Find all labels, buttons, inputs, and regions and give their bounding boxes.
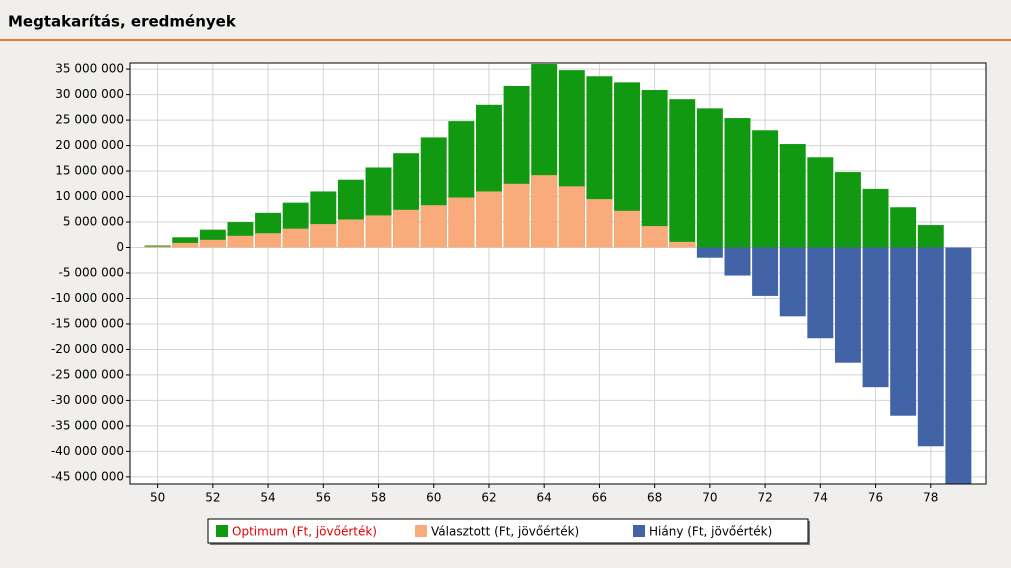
x-tick-label: 52 [205, 491, 220, 505]
bar [393, 209, 420, 248]
x-tick-label: 78 [923, 491, 938, 505]
bar [337, 219, 364, 248]
legend-swatch [415, 525, 427, 537]
y-tick-label: 35 000 000 [55, 62, 124, 76]
bar [862, 247, 889, 388]
bar [531, 175, 558, 248]
bar [945, 247, 972, 484]
legend-label: Hiány (Ft, jövőérték) [649, 525, 772, 539]
y-tick-label: 15 000 000 [55, 164, 124, 178]
y-tick-label: -35 000 000 [51, 418, 124, 432]
bar [448, 197, 475, 248]
bar [724, 118, 751, 248]
bar [199, 239, 226, 248]
x-tick-label: 50 [150, 491, 165, 505]
y-tick-label: -5 000 000 [59, 265, 124, 279]
y-tick-label: 30 000 000 [55, 87, 124, 101]
bar [586, 199, 613, 248]
bar [365, 215, 392, 248]
bar [614, 210, 641, 248]
y-tick-label: -10 000 000 [51, 291, 124, 305]
bar [862, 188, 889, 248]
bar [724, 247, 751, 276]
bar [172, 237, 199, 248]
header-rule [0, 39, 1011, 41]
x-tick-label: 74 [813, 491, 828, 505]
plot-frame [129, 62, 987, 485]
y-tick-label: -30 000 000 [51, 393, 124, 407]
header-title: Megtakarítás, eredmények [8, 13, 237, 31]
bar [144, 246, 171, 248]
x-tick-label: 64 [537, 491, 552, 505]
y-tick-label: -15 000 000 [51, 316, 124, 330]
bar [807, 247, 834, 339]
x-tick-label: 72 [757, 491, 772, 505]
y-tick-label: 20 000 000 [55, 138, 124, 152]
x-tick-label: 58 [371, 491, 386, 505]
bar [503, 183, 530, 248]
bar [310, 224, 337, 248]
x-tick-label: 56 [316, 491, 331, 505]
bar [696, 247, 723, 258]
legend-swatch [633, 525, 645, 537]
bar [917, 225, 944, 248]
bar [752, 130, 779, 248]
x-tick-label: 70 [702, 491, 717, 505]
bar [834, 247, 861, 363]
bar [890, 247, 917, 416]
y-tick-label: 0 [116, 240, 124, 254]
bar [255, 233, 282, 248]
bar [475, 191, 502, 248]
bar [641, 90, 668, 248]
y-tick-label: -40 000 000 [51, 444, 124, 458]
x-tick-label: 68 [647, 491, 662, 505]
bar [641, 226, 668, 248]
bar [172, 242, 199, 248]
legend-label: Választott (Ft, jövőérték) [431, 525, 579, 539]
legend-swatch [216, 525, 228, 537]
bar [834, 172, 861, 248]
bar [779, 247, 806, 317]
bar [669, 241, 696, 248]
y-tick-label: -25 000 000 [51, 367, 124, 381]
x-tick-label: 76 [868, 491, 883, 505]
y-tick-label: 10 000 000 [55, 189, 124, 203]
bar [779, 144, 806, 248]
x-tick-label: 66 [592, 491, 607, 505]
bar [917, 247, 944, 447]
bar [752, 247, 779, 296]
y-tick-label: 5 000 000 [63, 215, 124, 229]
legend-label: Optimum (Ft, jövőérték) [232, 525, 377, 539]
bar [558, 186, 585, 248]
bar [890, 207, 917, 248]
x-tick-label: 60 [426, 491, 441, 505]
bar [669, 99, 696, 248]
legend [207, 518, 809, 544]
bar [420, 205, 447, 248]
y-tick-label: 25 000 000 [55, 113, 124, 127]
bar [227, 235, 254, 248]
y-tick-label: -45 000 000 [51, 469, 124, 483]
y-tick-label: -20 000 000 [51, 342, 124, 356]
bar [807, 157, 834, 248]
bar [696, 108, 723, 248]
x-tick-label: 54 [260, 491, 275, 505]
x-tick-label: 62 [481, 491, 496, 505]
bar [282, 228, 309, 248]
